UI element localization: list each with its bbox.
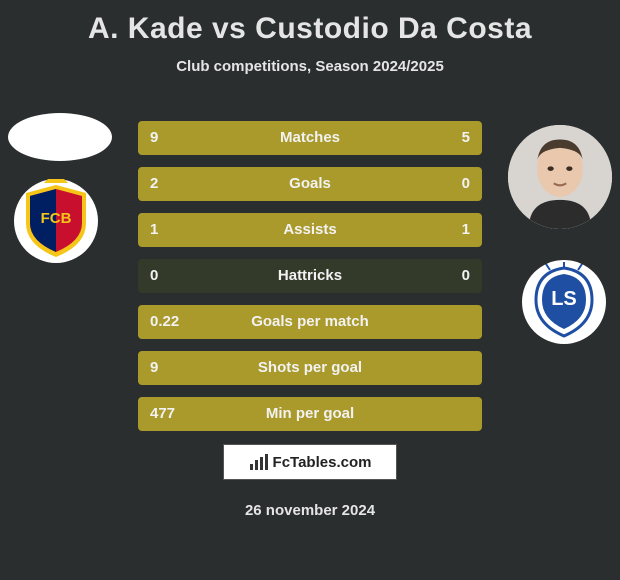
comparison-card: A. Kade vs Custodio Da Costa Club compet… <box>0 0 620 580</box>
stat-label: Shots per goal <box>138 351 482 385</box>
page-title: A. Kade vs Custodio Da Costa <box>0 0 620 46</box>
footer-brand-text: FcTables.com <box>273 454 372 471</box>
stat-row: 9Matches5 <box>138 121 482 155</box>
stat-row: 1Assists1 <box>138 213 482 247</box>
club-left-logo: FCB <box>14 179 98 263</box>
stat-label: Goals per match <box>138 305 482 339</box>
stat-row: 0Hattricks0 <box>138 259 482 293</box>
stat-label: Matches <box>138 121 482 155</box>
player-right-avatar <box>508 125 612 229</box>
stat-row: 9Shots per goal <box>138 351 482 385</box>
stat-row: 2Goals0 <box>138 167 482 201</box>
stat-row: 0.22Goals per match <box>138 305 482 339</box>
stat-value-right: 0 <box>462 259 470 293</box>
stat-value-right: 1 <box>462 213 470 247</box>
face-placeholder-icon <box>508 125 612 229</box>
stat-label: Min per goal <box>138 397 482 431</box>
stat-label: Goals <box>138 167 482 201</box>
stat-value-right: 0 <box>462 167 470 201</box>
stat-row: 477Min per goal <box>138 397 482 431</box>
stat-rows: 9Matches52Goals01Assists10Hattricks00.22… <box>138 121 482 443</box>
page-subtitle: Club competitions, Season 2024/2025 <box>0 58 620 75</box>
stat-label: Assists <box>138 213 482 247</box>
footer-date: 26 november 2024 <box>0 502 620 519</box>
svg-text:FCB: FCB <box>41 210 72 227</box>
basel-crest-icon: FCB <box>14 179 98 263</box>
stat-label: Hattricks <box>138 259 482 293</box>
lausanne-crest-icon: LS <box>522 260 606 344</box>
stat-value-right: 5 <box>462 121 470 155</box>
bar-chart-icon <box>249 453 269 471</box>
footer-brand-badge[interactable]: FcTables.com <box>223 444 397 480</box>
player-left-avatar <box>8 113 112 161</box>
svg-text:LS: LS <box>551 288 577 310</box>
club-right-logo: LS <box>522 260 606 344</box>
